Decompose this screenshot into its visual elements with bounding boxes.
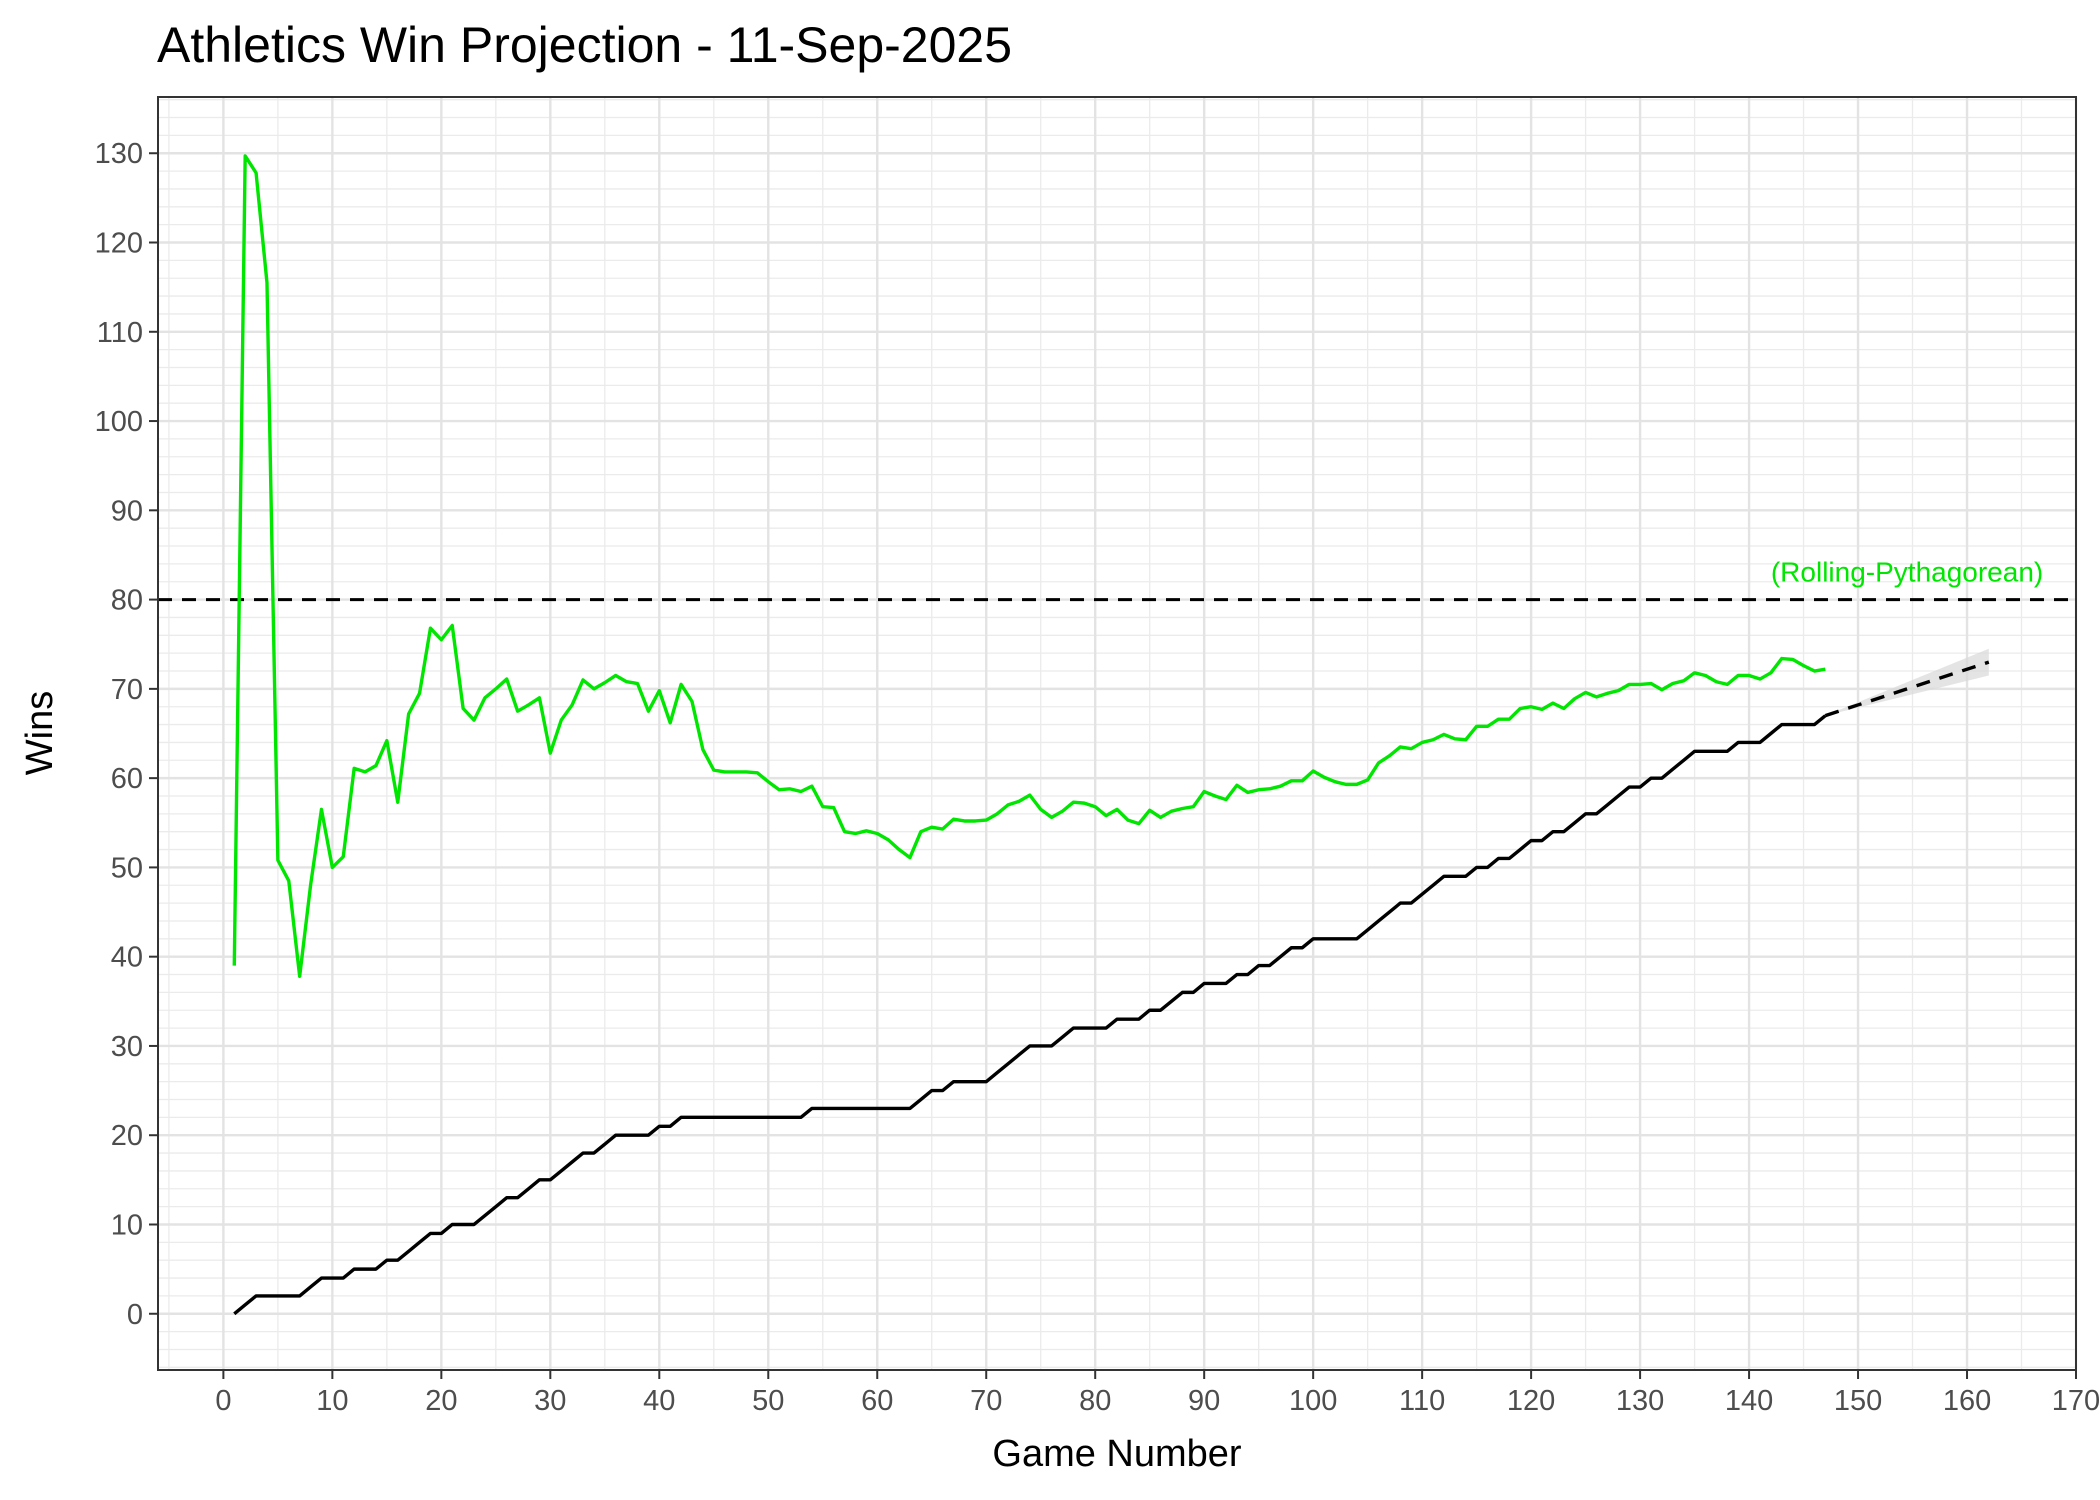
x-axis-title: Game Number bbox=[992, 1433, 1242, 1475]
x-tick-label: 20 bbox=[425, 1385, 457, 1417]
y-tick-label: 0 bbox=[127, 1299, 143, 1331]
projection-band-area bbox=[1825, 648, 1989, 716]
major-gridlines bbox=[158, 97, 2078, 1370]
x-tick-label: 170 bbox=[2052, 1385, 2100, 1417]
x-tick-label: 70 bbox=[970, 1385, 1002, 1417]
y-tick-label: 60 bbox=[111, 763, 143, 795]
plot-panel bbox=[158, 97, 2076, 1370]
y-tick-label: 70 bbox=[111, 674, 143, 706]
x-tick-label: 150 bbox=[1834, 1385, 1882, 1417]
x-tick-label: 50 bbox=[752, 1385, 784, 1417]
y-axis: 0 10 20 30 40 50 60 70 80 90 100 110 120 130 bbox=[95, 138, 158, 1331]
x-tick-label: 40 bbox=[643, 1385, 675, 1417]
x-tick-label: 80 bbox=[1079, 1385, 1111, 1417]
actual-wins-line bbox=[233, 714, 1827, 1316]
x-tick-label: 10 bbox=[316, 1385, 348, 1417]
x-tick-label: 120 bbox=[1507, 1385, 1555, 1417]
y-tick-label: 40 bbox=[111, 942, 143, 974]
rolling-pythagorean-line bbox=[232, 154, 1826, 979]
y-tick-label: 50 bbox=[111, 852, 143, 884]
y-axis-title: Wins bbox=[19, 691, 61, 775]
y-tick-label: 30 bbox=[111, 1031, 143, 1063]
x-tick-label: 130 bbox=[1616, 1385, 1664, 1417]
plot-border bbox=[157, 96, 2077, 1371]
x-tick-label: 0 bbox=[215, 1385, 231, 1417]
x-tick-label: 140 bbox=[1725, 1385, 1773, 1417]
x-axis: 0 10 20 30 40 50 60 70 80 90 100 110 120 130 140 150 160… bbox=[215, 1370, 2100, 1417]
annotation-label: (Rolling-Pythagorean) bbox=[1771, 557, 2043, 588]
y-tick-label: 20 bbox=[111, 1120, 143, 1152]
x-tick-label: 100 bbox=[1289, 1385, 1337, 1417]
x-tick-label: 110 bbox=[1399, 1385, 1445, 1417]
y-tick-label: 120 bbox=[95, 228, 143, 260]
projection-band bbox=[1825, 648, 1989, 716]
x-tick-label: 160 bbox=[1943, 1385, 1991, 1417]
x-tick-label: 60 bbox=[861, 1385, 893, 1417]
y-tick-label: 130 bbox=[95, 138, 143, 170]
y-tick-label: 10 bbox=[111, 1209, 143, 1241]
y-tick-label: 80 bbox=[111, 585, 143, 617]
chart-title: Athletics Win Projection - 11-Sep-2025 bbox=[157, 17, 1012, 73]
y-tick-label: 90 bbox=[111, 495, 143, 527]
y-tick-label: 110 bbox=[97, 317, 143, 349]
y-tick-label: 100 bbox=[95, 406, 143, 438]
series-lines bbox=[232, 154, 1990, 1316]
x-tick-label: 90 bbox=[1188, 1385, 1220, 1417]
x-tick-label: 30 bbox=[534, 1385, 566, 1417]
projection-line bbox=[1824, 660, 1990, 718]
